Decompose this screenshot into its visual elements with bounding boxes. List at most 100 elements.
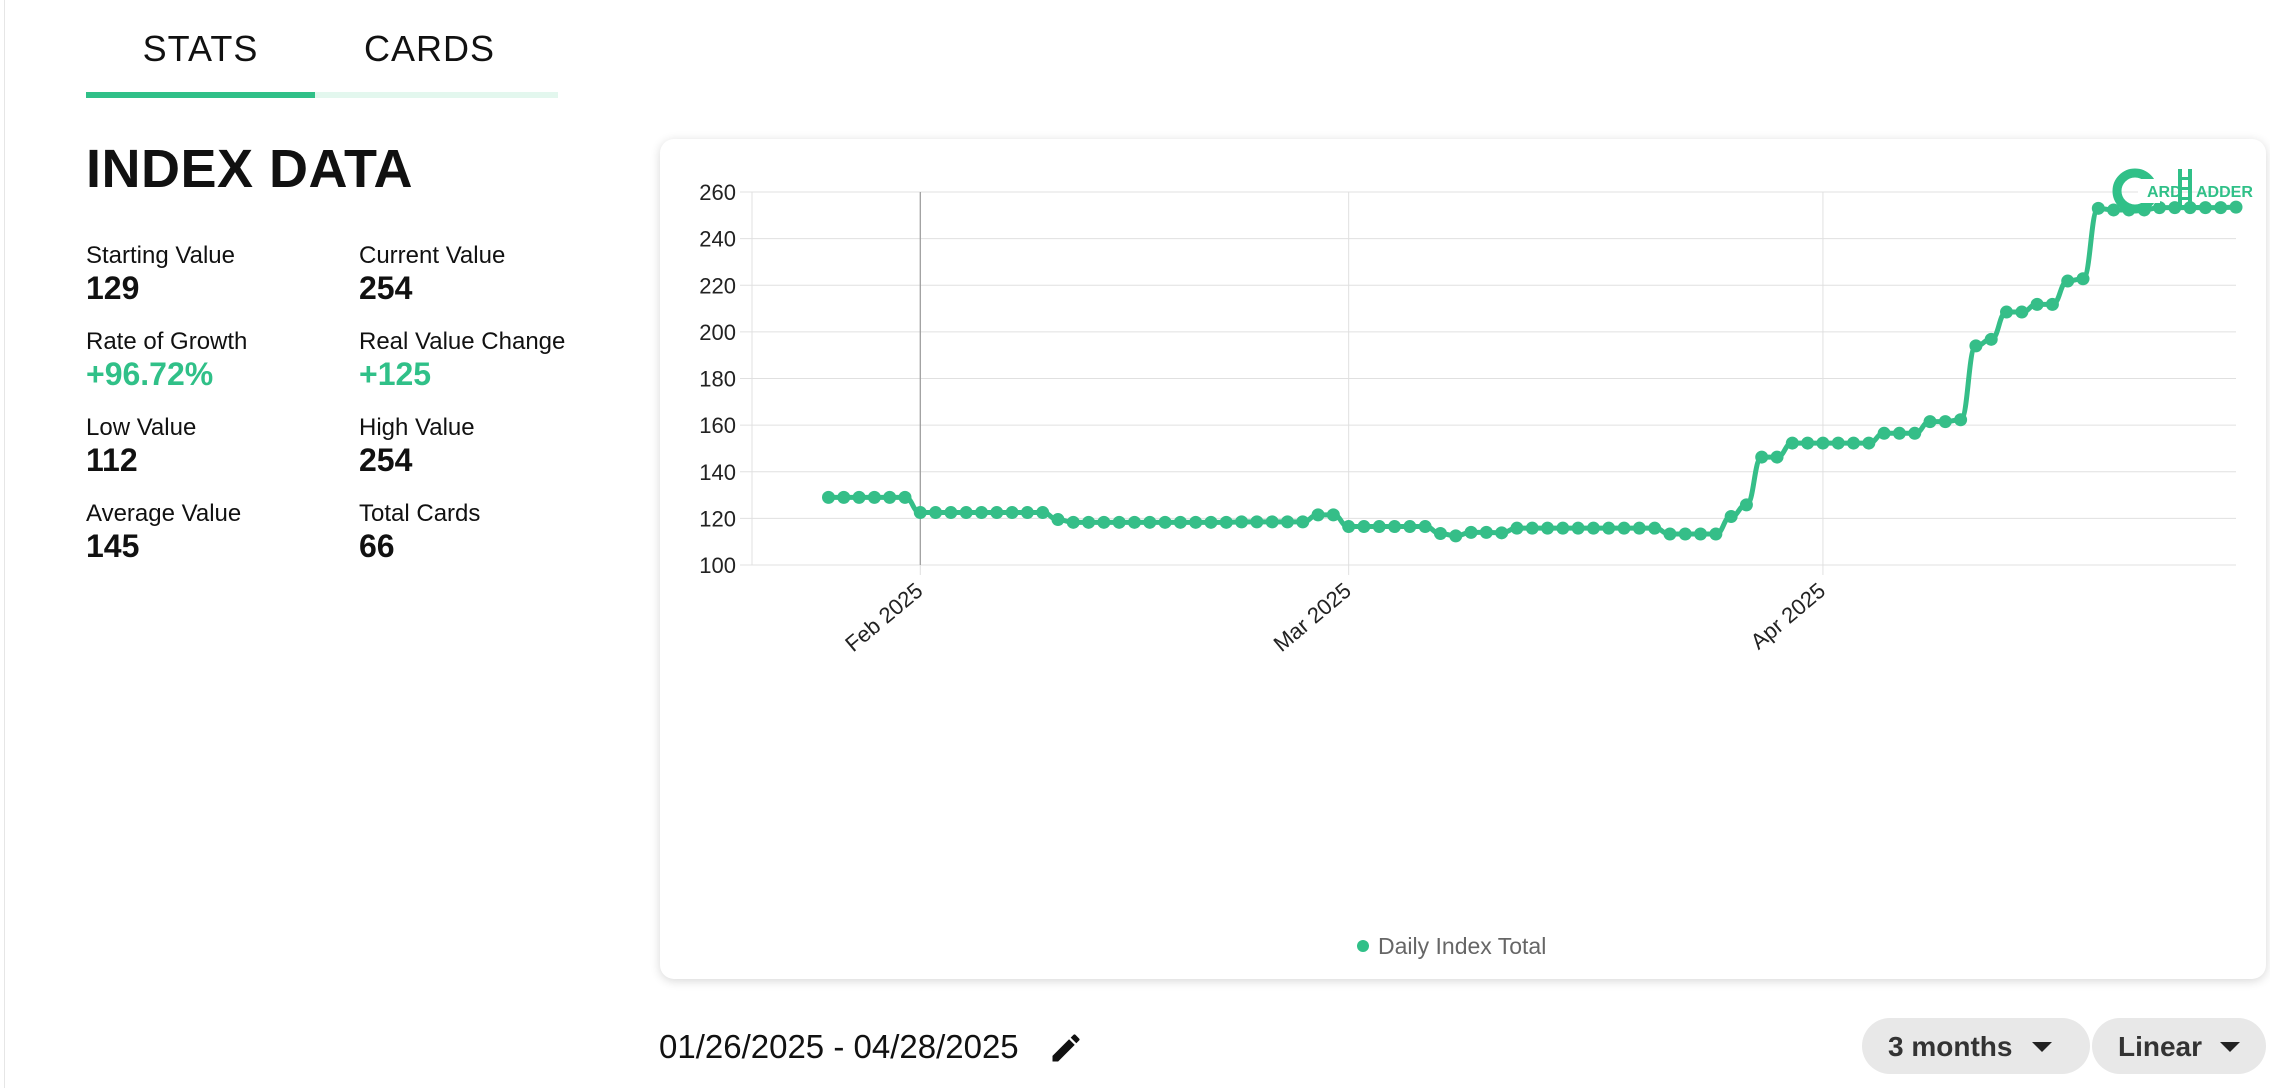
data-point[interactable]	[974, 506, 988, 520]
data-point[interactable]	[1326, 508, 1340, 522]
scale-dropdown[interactable]: Linear	[2092, 1018, 2266, 1074]
data-point[interactable]	[2198, 201, 2212, 215]
data-point[interactable]	[1036, 506, 1050, 520]
data-point[interactable]	[837, 490, 851, 504]
tab-cards[interactable]: CARDS	[363, 28, 496, 69]
data-point[interactable]	[1204, 515, 1218, 529]
data-point[interactable]	[1525, 521, 1539, 535]
edit-pencil-icon[interactable]	[1048, 1030, 1084, 1066]
data-point[interactable]	[2091, 201, 2105, 215]
data-point[interactable]	[1648, 521, 1662, 535]
data-point[interactable]	[1954, 413, 1968, 427]
data-point[interactable]	[1311, 508, 1325, 522]
data-point[interactable]	[929, 506, 943, 520]
data-point[interactable]	[1541, 521, 1555, 535]
data-point[interactable]	[1938, 415, 1952, 429]
data-point[interactable]	[2229, 200, 2243, 214]
data-point[interactable]	[2000, 305, 2014, 319]
data-point[interactable]	[821, 490, 835, 504]
period-dropdown[interactable]: 3 months	[1862, 1018, 2090, 1074]
data-point[interactable]	[1892, 426, 1906, 440]
data-point[interactable]	[2214, 201, 2228, 215]
data-point[interactable]	[2030, 297, 2044, 311]
data-point[interactable]	[1709, 527, 1723, 541]
data-point[interactable]	[1602, 521, 1616, 535]
data-point[interactable]	[1020, 506, 1034, 520]
data-point[interactable]	[2107, 203, 2121, 217]
data-point[interactable]	[1479, 525, 1493, 539]
data-point[interactable]	[2045, 297, 2059, 311]
data-point[interactable]	[867, 490, 881, 504]
stat-starting-value: Starting Value 129	[86, 241, 346, 305]
data-point[interactable]	[898, 490, 912, 504]
data-point[interactable]	[1235, 515, 1249, 529]
data-point[interactable]	[1510, 521, 1524, 535]
tab-stats[interactable]: STATS	[142, 28, 259, 69]
data-point[interactable]	[1632, 521, 1646, 535]
data-point[interactable]	[1127, 515, 1141, 529]
data-point[interactable]	[1862, 436, 1876, 450]
data-point[interactable]	[1280, 515, 1294, 529]
data-point[interactable]	[1464, 525, 1478, 539]
data-point[interactable]	[1403, 520, 1417, 534]
data-point[interactable]	[1877, 426, 1891, 440]
data-point[interactable]	[1785, 436, 1799, 450]
data-point[interactable]	[1418, 520, 1432, 534]
data-point[interactable]	[1801, 436, 1815, 450]
data-point[interactable]	[1923, 415, 1937, 429]
data-point[interactable]	[1908, 426, 1922, 440]
data-point[interactable]	[1969, 339, 1983, 353]
data-point[interactable]	[1265, 515, 1279, 529]
data-point[interactable]	[1847, 436, 1861, 450]
data-point[interactable]	[1571, 521, 1585, 535]
data-point[interactable]	[1663, 527, 1677, 541]
data-point[interactable]	[1586, 521, 1600, 535]
data-point[interactable]	[2015, 305, 2029, 319]
data-point[interactable]	[1694, 527, 1708, 541]
data-point[interactable]	[1250, 515, 1264, 529]
data-point[interactable]	[2061, 274, 2075, 288]
data-point[interactable]	[1219, 515, 1233, 529]
data-point[interactable]	[1755, 450, 1769, 464]
data-point[interactable]	[1831, 436, 1845, 450]
data-point[interactable]	[1005, 506, 1019, 520]
data-point[interactable]	[1816, 436, 1830, 450]
data-point[interactable]	[1173, 515, 1187, 529]
data-point[interactable]	[1388, 520, 1402, 534]
data-point[interactable]	[1984, 332, 1998, 346]
chart-card: 100 120 140 160 180 200 220 240 260 Feb 2025 Mar 2…	[660, 139, 2266, 979]
data-point[interactable]	[1617, 521, 1631, 535]
data-point[interactable]	[1066, 515, 1080, 529]
data-point[interactable]	[1097, 515, 1111, 529]
data-point[interactable]	[1495, 526, 1509, 540]
data-point[interactable]	[913, 506, 927, 520]
stat-value: 254	[359, 270, 413, 306]
data-point[interactable]	[1372, 520, 1386, 534]
data-point[interactable]	[1357, 520, 1371, 534]
data-point[interactable]	[1433, 527, 1447, 541]
data-point[interactable]	[1449, 529, 1463, 543]
stat-label: Low Value	[86, 414, 197, 441]
data-point[interactable]	[1112, 515, 1126, 529]
data-point[interactable]	[944, 506, 958, 520]
data-point[interactable]	[1724, 510, 1738, 524]
chart-legend[interactable]: Daily Index Total	[1357, 933, 1546, 959]
data-point[interactable]	[2076, 272, 2090, 286]
data-point[interactable]	[883, 490, 897, 504]
index-chart[interactable]: 100 120 140 160 180 200 220 240 260 Feb 2025 Mar 2…	[660, 139, 2266, 979]
data-point[interactable]	[1739, 498, 1753, 512]
data-point[interactable]	[2153, 201, 2167, 215]
data-point[interactable]	[1051, 513, 1065, 527]
data-point[interactable]	[1770, 450, 1784, 464]
data-point[interactable]	[1678, 527, 1692, 541]
data-point[interactable]	[1556, 521, 1570, 535]
data-point[interactable]	[1082, 515, 1096, 529]
data-point[interactable]	[990, 506, 1004, 520]
data-point[interactable]	[1296, 515, 1310, 529]
data-point[interactable]	[852, 490, 866, 504]
data-point[interactable]	[1143, 515, 1157, 529]
data-point[interactable]	[1342, 520, 1356, 534]
data-point[interactable]	[1158, 515, 1172, 529]
data-point[interactable]	[959, 506, 973, 520]
data-point[interactable]	[1189, 515, 1203, 529]
